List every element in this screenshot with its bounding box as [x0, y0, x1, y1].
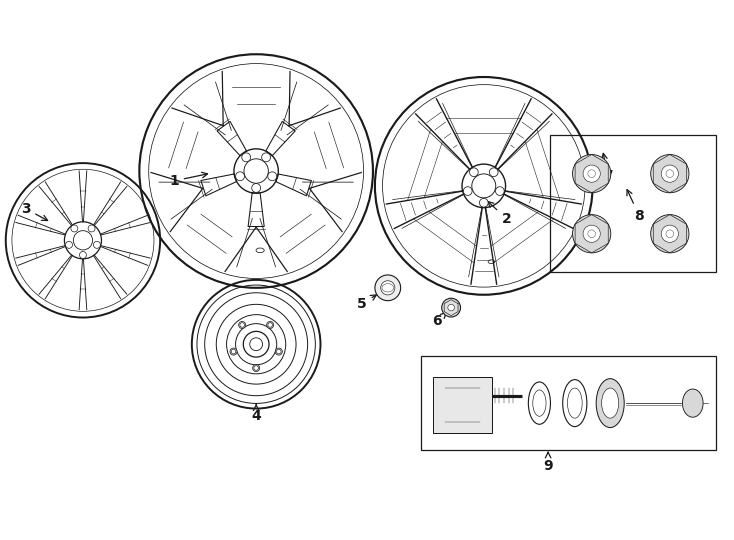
- Bar: [433, 377, 493, 433]
- Circle shape: [268, 172, 277, 181]
- Circle shape: [88, 225, 95, 232]
- Circle shape: [583, 165, 600, 182]
- Text: 9: 9: [543, 453, 553, 473]
- Circle shape: [442, 298, 460, 317]
- Circle shape: [239, 321, 246, 328]
- Circle shape: [241, 153, 250, 162]
- Text: 6: 6: [432, 312, 447, 328]
- Circle shape: [277, 349, 281, 354]
- Circle shape: [651, 214, 689, 253]
- Text: 5: 5: [357, 295, 377, 310]
- Ellipse shape: [602, 388, 619, 418]
- Ellipse shape: [683, 389, 703, 417]
- Circle shape: [73, 231, 92, 250]
- Text: 3: 3: [21, 201, 48, 220]
- Circle shape: [651, 154, 689, 193]
- Circle shape: [375, 275, 401, 301]
- Circle shape: [252, 184, 261, 192]
- Circle shape: [472, 174, 495, 198]
- Circle shape: [479, 198, 488, 207]
- Circle shape: [470, 168, 479, 177]
- Circle shape: [275, 348, 283, 355]
- Circle shape: [583, 225, 600, 242]
- Circle shape: [240, 323, 244, 327]
- Circle shape: [79, 252, 87, 259]
- Text: 1: 1: [169, 172, 208, 188]
- Bar: [550, 136, 716, 272]
- Circle shape: [448, 305, 454, 311]
- Circle shape: [573, 154, 611, 193]
- Circle shape: [236, 172, 244, 181]
- Circle shape: [661, 225, 678, 242]
- Circle shape: [661, 165, 678, 182]
- Circle shape: [268, 323, 272, 327]
- Circle shape: [230, 348, 237, 355]
- Text: 2: 2: [488, 201, 512, 226]
- Circle shape: [266, 321, 274, 328]
- Circle shape: [490, 168, 498, 177]
- Circle shape: [65, 241, 73, 248]
- Text: 7: 7: [602, 153, 612, 183]
- Circle shape: [71, 225, 78, 232]
- Circle shape: [244, 159, 269, 183]
- Circle shape: [93, 241, 101, 248]
- Bar: [421, 356, 716, 450]
- Circle shape: [573, 214, 611, 253]
- Circle shape: [381, 281, 395, 295]
- Circle shape: [252, 364, 260, 372]
- Text: 8: 8: [627, 190, 644, 222]
- Circle shape: [495, 187, 504, 195]
- Text: 4: 4: [251, 404, 261, 423]
- Circle shape: [231, 349, 236, 354]
- Circle shape: [254, 366, 258, 370]
- Circle shape: [261, 153, 271, 162]
- Circle shape: [463, 187, 472, 195]
- Ellipse shape: [596, 379, 624, 428]
- Circle shape: [250, 338, 263, 350]
